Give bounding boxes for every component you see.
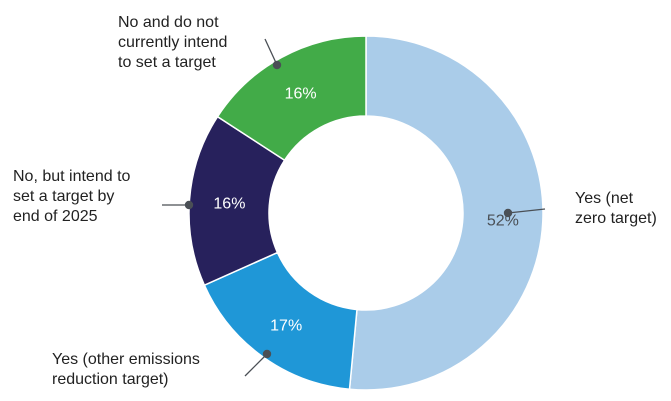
legend-label-yes-other-emissions-reduction-target: Yes (other emissions reduction target)	[52, 351, 200, 388]
slice-value-label: 16%	[285, 86, 317, 103]
values-layer: 52% 17% 16% 16%	[213, 86, 518, 335]
slice-value-label: 16%	[213, 195, 245, 212]
callouts-layer: Yes (net zero target) Yes (other emissions…	[13, 14, 657, 388]
legend-label-no-and-do-not-currently-intend-to-set-a-target: No and do not currently intend to set a ta…	[118, 14, 227, 71]
legend-label-line: Yes (net	[575, 190, 634, 207]
legend-label-line: to set a target	[118, 54, 216, 71]
callout-line	[507, 208, 546, 214]
callout-dot	[272, 60, 282, 70]
slice-value-label: 52%	[487, 212, 519, 229]
callout-dot	[503, 208, 513, 218]
callout-dot	[184, 200, 194, 210]
legend-label-line: currently intend	[118, 34, 227, 51]
legend-label-line: No and do not	[118, 14, 219, 31]
legend-label-yes-net-zero-target: Yes (net zero target)	[575, 190, 657, 227]
legend-label-line: reduction target)	[52, 371, 169, 388]
legend-label-line: end of 2025	[13, 208, 98, 225]
legend-label-line: set a target by	[13, 188, 114, 205]
slice-no-and-do-not-currently-intend-to-set-a-target	[216, 35, 367, 162]
legend-label-line: Yes (other emissions	[52, 351, 200, 368]
legend-label-line: zero target)	[575, 210, 657, 227]
slice-yes-net-zero-target	[348, 35, 544, 391]
slices-layer	[188, 35, 544, 391]
legend-label-line: No, but intend to	[13, 168, 131, 185]
legend-label-no-but-intend-to-set-a-target-by-end-of-2025: No, but intend to set a target by end of 2…	[13, 168, 131, 225]
callout-dot	[262, 349, 272, 359]
callout-line	[244, 353, 268, 377]
slice-value-label: 17%	[270, 317, 302, 334]
callout-line	[264, 38, 278, 66]
